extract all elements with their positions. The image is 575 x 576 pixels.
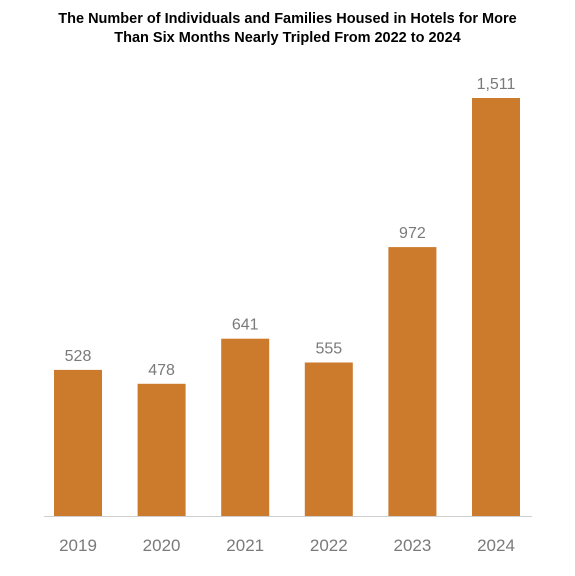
value-label-2021: 641 <box>232 317 259 334</box>
x-tick-label-2019: 2019 <box>59 536 97 555</box>
bar-2024 <box>472 98 520 516</box>
bar-2021 <box>221 338 270 516</box>
x-tick-label-2020: 2020 <box>143 536 181 555</box>
x-tick-label-2022: 2022 <box>310 536 348 555</box>
chart-title-line-1: The Number of Individuals and Families H… <box>58 11 517 27</box>
value-labels-group: 528 478 641 555 972 1,511 <box>65 76 516 379</box>
chart-title-line-2: Than Six Months Nearly Tripled From 2022… <box>114 30 461 46</box>
bar-2019 <box>54 369 102 516</box>
x-tick-labels-group: 2019 2020 2021 2022 2023 2024 <box>59 536 515 555</box>
x-tick-label-2024: 2024 <box>477 536 515 555</box>
chart-title: The Number of Individuals and Families H… <box>0 10 575 48</box>
value-label-2024: 1,511 <box>477 76 516 93</box>
bar-2020 <box>137 383 186 516</box>
x-tick-label-2023: 2023 <box>393 536 431 555</box>
bar-2022 <box>304 362 353 516</box>
bar-2023 <box>388 247 437 516</box>
value-label-2023: 972 <box>399 225 426 242</box>
value-label-2020: 478 <box>148 362 175 379</box>
value-label-2019: 528 <box>65 348 92 365</box>
value-label-2022: 555 <box>315 341 342 358</box>
x-tick-label-2021: 2021 <box>226 536 264 555</box>
bars-group <box>54 98 520 516</box>
